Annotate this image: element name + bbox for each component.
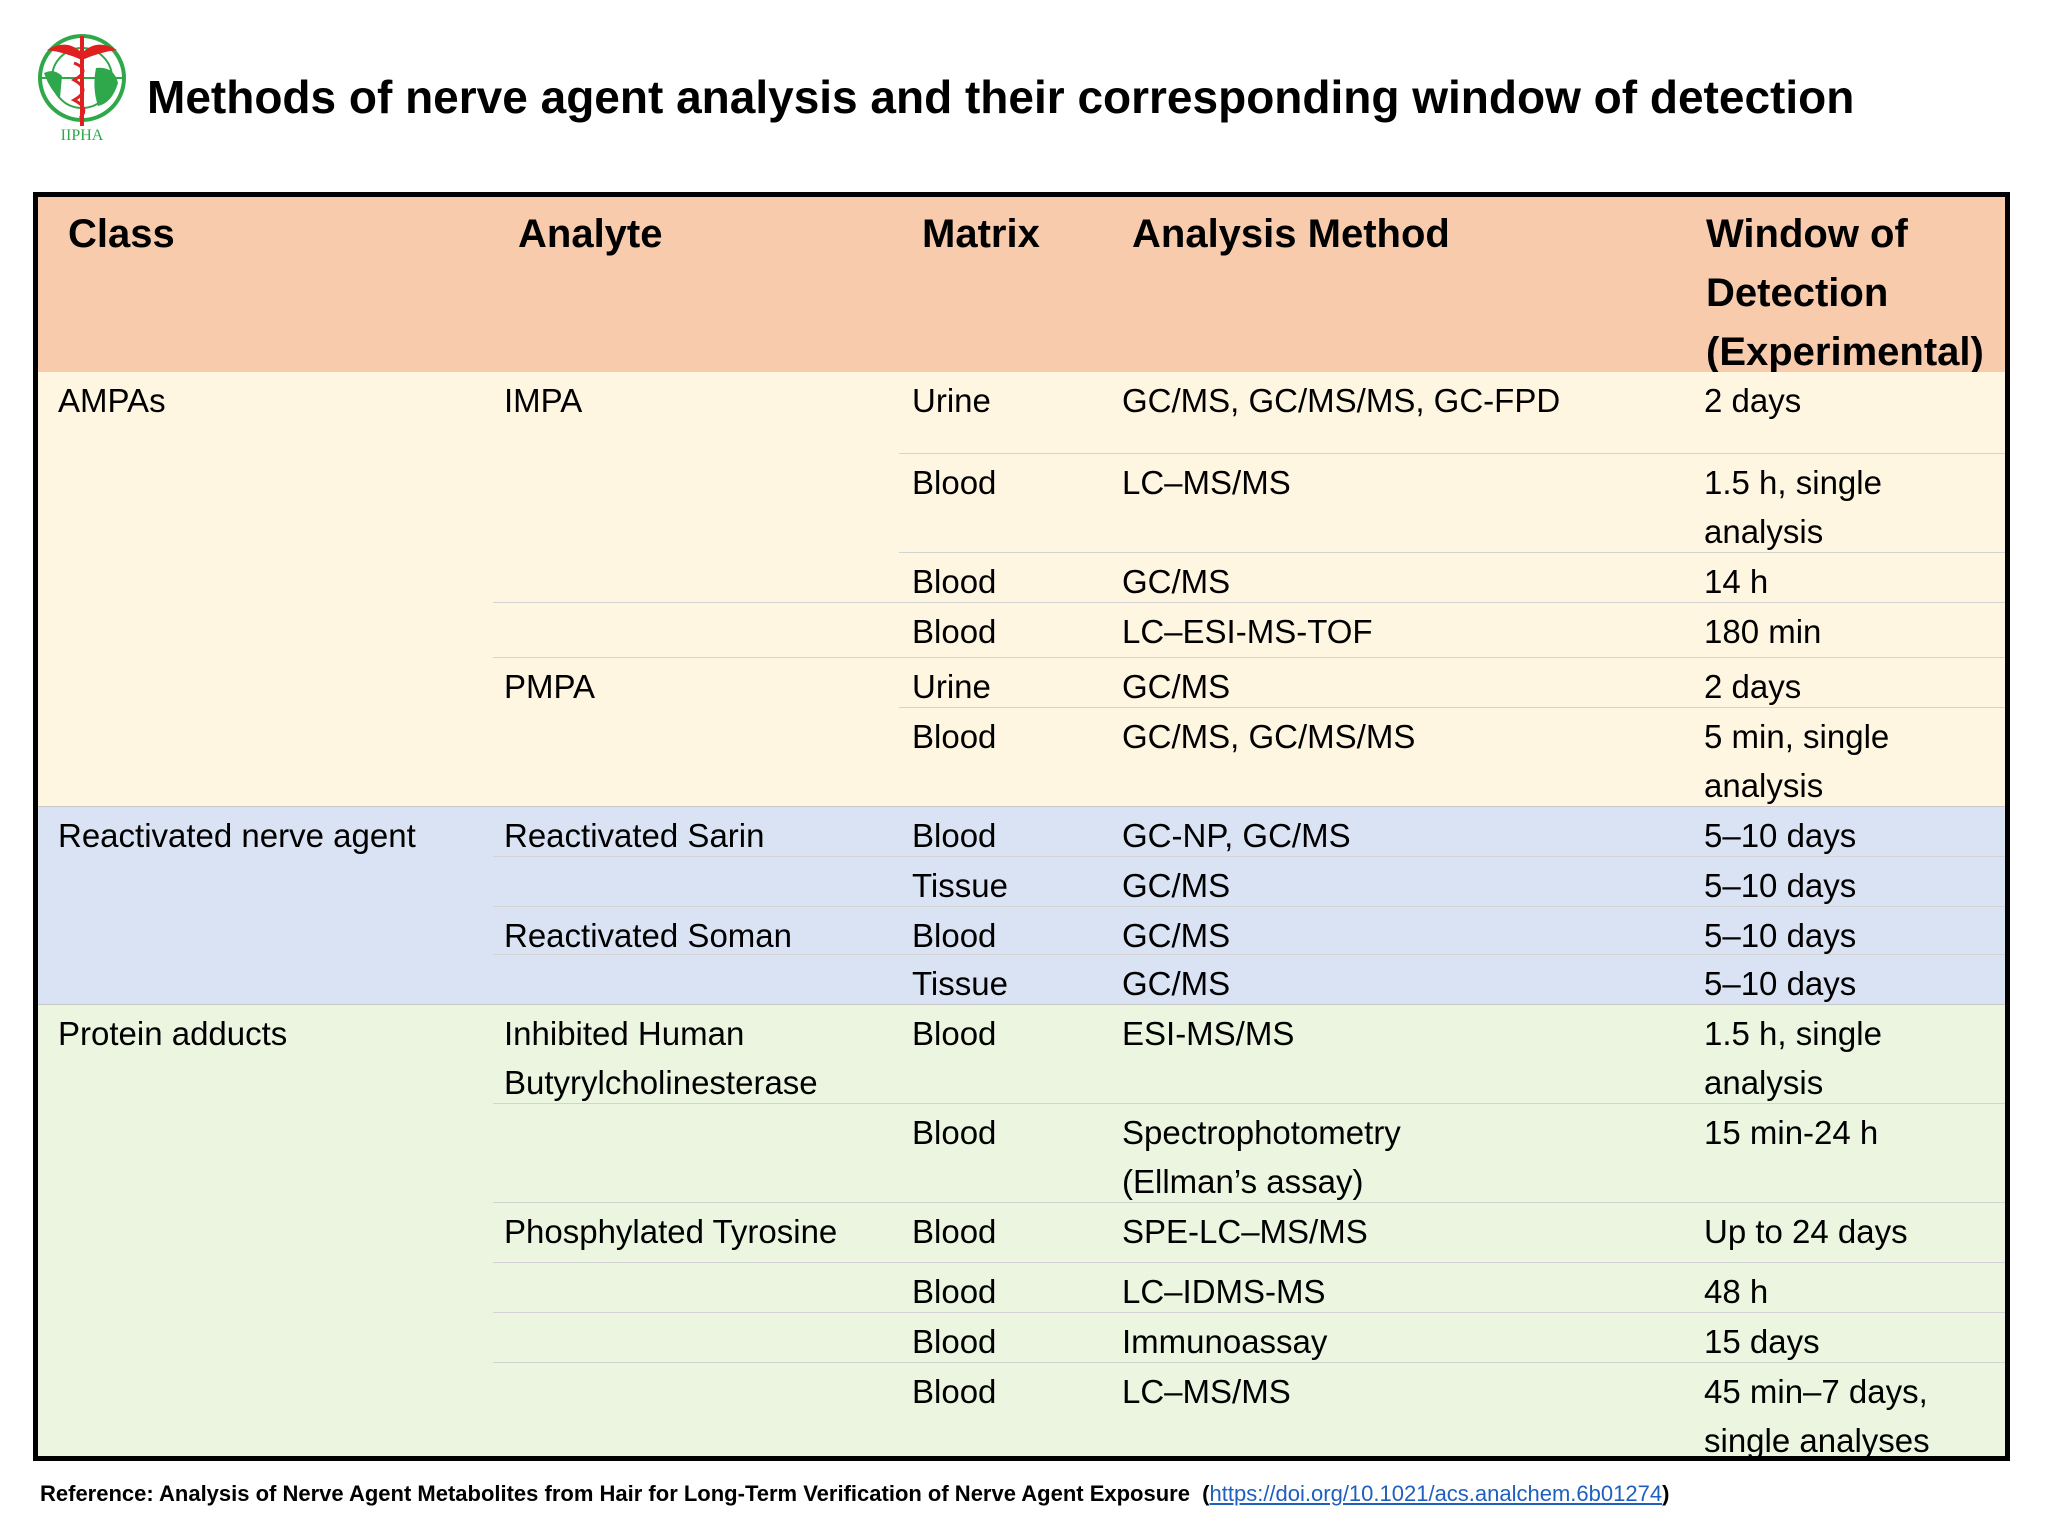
reference-text: Reference: Analysis of Nerve Agent Metab… xyxy=(40,1481,1190,1506)
window-cell: 180 min xyxy=(1704,613,1822,650)
iipha-logo: IIPHA xyxy=(32,28,132,144)
window-cell: 1.5 h, single analysis xyxy=(1704,1015,1882,1101)
matrix-cell: Blood xyxy=(912,1273,997,1310)
table-row: Reactivated nerve agent Reactivated Sarin… xyxy=(38,807,2005,857)
class-cell: Reactivated nerve agent xyxy=(58,817,416,854)
window-cell: 48 h xyxy=(1704,1273,1769,1310)
method-cell: GC/MS xyxy=(1122,917,1231,954)
window-cell: 1.5 h, single analysis xyxy=(1704,464,1882,550)
window-cell: 5–10 days xyxy=(1704,867,1857,904)
table-row: Phosphylated Tyrosine Blood SPE-LC–MS/MS Up… xyxy=(38,1203,2005,1263)
table-row: Blood LC–IDMS-MS 48 h xyxy=(38,1263,2005,1313)
window-cell: 15 days xyxy=(1704,1323,1820,1360)
analyte-cell: Phosphylated Tyrosine xyxy=(504,1213,838,1250)
header-matrix: Matrix xyxy=(922,212,1040,256)
table-row: Blood GC/MS, GC/MS/MS 5 min, single analys… xyxy=(38,708,2005,807)
header-analyte: Analyte xyxy=(518,212,663,256)
analyte-cell: Reactivated Sarin xyxy=(504,817,765,854)
window-cell: 5 min, single analysis xyxy=(1704,718,1890,804)
table-row: Blood LC–MS/MS 1.5 h, single analysis xyxy=(38,454,2005,553)
table-row: PMPA Urine GC/MS 2 days xyxy=(38,658,2005,708)
header-line: Window of xyxy=(1706,212,1908,256)
matrix-cell: Blood xyxy=(912,563,997,600)
window-cell: 5–10 days xyxy=(1704,965,1857,1002)
method-cell: GC/MS xyxy=(1122,867,1231,904)
window-cell: 5–10 days xyxy=(1704,817,1857,854)
analyte-cell: Inhibited Human Butyrylcholinesterase xyxy=(504,1015,818,1101)
table-row: AMPAs IMPA Urine GC/MS, GC/MS/MS, GC-FPD 2 d… xyxy=(38,372,2005,454)
matrix-cell: Blood xyxy=(912,718,997,755)
analyte-cell: IMPA xyxy=(504,382,583,419)
table-row: Blood Immunoassay 15 days xyxy=(38,1313,2005,1363)
window-cell: 14 h xyxy=(1704,563,1769,600)
matrix-cell: Tissue xyxy=(912,965,1008,1002)
method-cell: Spectrophotometry (Ellman’s assay) xyxy=(1122,1114,1401,1200)
method-cell: SPE-LC–MS/MS xyxy=(1122,1213,1368,1250)
method-cell: GC/MS xyxy=(1122,563,1231,600)
table-row: Blood Spectrophotometry (Ellman’s assay) 1… xyxy=(38,1104,2005,1203)
matrix-cell: Blood xyxy=(912,1213,997,1250)
reference-link[interactable]: https://doi.org/10.1021/acs.analchem.6b0… xyxy=(1209,1481,1663,1506)
method-cell: GC-NP, GC/MS xyxy=(1122,817,1351,854)
matrix-cell: Blood xyxy=(912,1323,997,1360)
analyte-cell: Reactivated Soman xyxy=(504,917,792,954)
table-row: Protein adducts Inhibited Human Butyrylch… xyxy=(38,1005,2005,1104)
window-cell: 45 min–7 days, single analyses xyxy=(1704,1373,1930,1459)
table-header: Class Analyte Matrix Analysis Method Win… xyxy=(38,197,2005,377)
analyte-cell: PMPA xyxy=(504,668,596,705)
table-row: Blood LC–MS/MS 45 min–7 days, single analy… xyxy=(38,1363,2005,1459)
matrix-cell: Tissue xyxy=(912,867,1008,904)
matrix-cell: Blood xyxy=(912,817,997,854)
reference: Reference: Analysis of Nerve Agent Metab… xyxy=(40,1481,1670,1506)
matrix-cell: Blood xyxy=(912,464,997,501)
matrix-cell: Blood xyxy=(912,1015,997,1052)
class-cell: Protein adducts xyxy=(58,1015,288,1052)
method-cell: GC/MS, GC/MS/MS xyxy=(1122,718,1416,755)
method-cell: Immunoassay xyxy=(1122,1323,1328,1360)
detection-methods-table: Class Analyte Matrix Analysis Method Win… xyxy=(33,192,2010,1461)
window-cell: 2 days xyxy=(1704,382,1802,419)
matrix-cell: Urine xyxy=(912,668,991,705)
header-line: Detection xyxy=(1706,271,1889,315)
header-line: (Experimental) xyxy=(1706,330,1984,374)
method-cell: LC–MS/MS xyxy=(1122,464,1291,501)
header-window-of-detection: Window of Detection (Experimental) xyxy=(1706,205,1984,382)
method-cell: GC/MS xyxy=(1122,965,1231,1002)
svg-text:IIPHA: IIPHA xyxy=(61,127,104,144)
matrix-cell: Blood xyxy=(912,613,997,650)
table-row: Tissue GC/MS 5–10 days xyxy=(38,955,2005,1005)
table-row: Reactivated Soman Blood GC/MS 5–10 days xyxy=(38,907,2005,955)
class-cell: AMPAs xyxy=(58,382,166,419)
table-row: Blood LC–ESI-MS-TOF 180 min xyxy=(38,603,2005,658)
method-cell: GC/MS, GC/MS/MS, GC-FPD xyxy=(1122,382,1561,419)
page-title: Methods of nerve agent analysis and thei… xyxy=(147,71,1855,123)
method-cell: LC–ESI-MS-TOF xyxy=(1122,613,1373,650)
table-row: Tissue GC/MS 5–10 days xyxy=(38,857,2005,907)
matrix-cell: Blood xyxy=(912,1373,997,1410)
matrix-cell: Blood xyxy=(912,1114,997,1151)
window-cell: 2 days xyxy=(1704,668,1802,705)
method-cell: ESI-MS/MS xyxy=(1122,1015,1295,1052)
method-cell: GC/MS xyxy=(1122,668,1231,705)
method-cell: LC–IDMS-MS xyxy=(1122,1273,1326,1310)
window-cell: Up to 24 days xyxy=(1704,1213,1908,1250)
header-analysis-method: Analysis Method xyxy=(1132,212,1450,256)
table-row: Blood GC/MS 14 h xyxy=(38,553,2005,603)
window-cell: 5–10 days xyxy=(1704,917,1857,954)
matrix-cell: Urine xyxy=(912,382,991,419)
window-cell: 15 min-24 h xyxy=(1704,1114,1879,1151)
header-class: Class xyxy=(68,212,175,256)
method-cell: LC–MS/MS xyxy=(1122,1373,1291,1410)
matrix-cell: Blood xyxy=(912,917,997,954)
